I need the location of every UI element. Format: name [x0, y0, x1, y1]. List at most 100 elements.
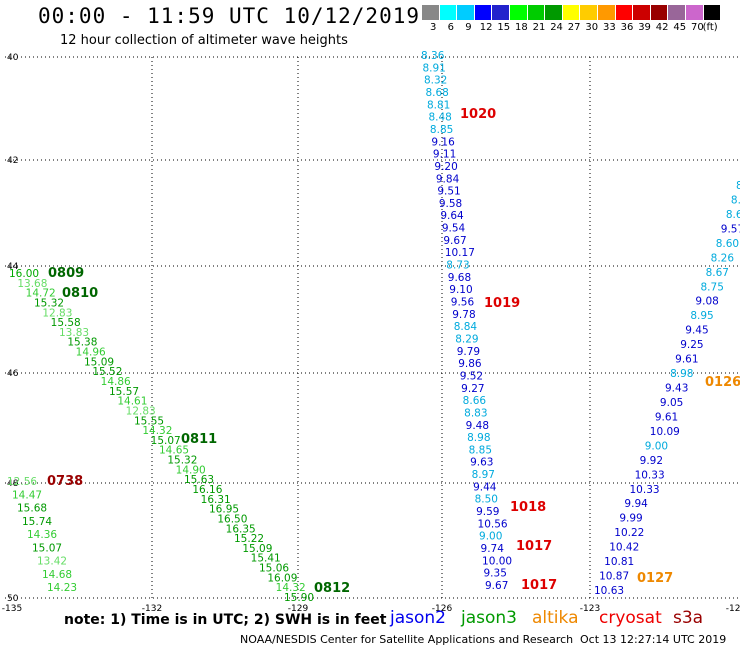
swh-value: 9.94	[624, 498, 648, 510]
swh-value: 9.92	[640, 455, 663, 467]
scale-label: (ft)	[702, 22, 718, 33]
time-label: 0126	[705, 375, 740, 390]
swh-value: 14.32	[142, 425, 172, 437]
swh-value: 8.97	[472, 469, 495, 481]
swh-value: 15.09	[242, 543, 272, 555]
scale-swatch	[685, 5, 704, 20]
swh-value: 8.91	[422, 62, 445, 74]
swh-value: 15.90	[284, 592, 314, 604]
swh-value: 9.43	[665, 383, 688, 395]
scale-swatch	[562, 5, 581, 20]
scale-swatch	[439, 5, 458, 20]
swh-value: 9.51	[437, 186, 460, 198]
swh-value: 9.11	[433, 149, 456, 161]
swh-value: 15.32	[167, 455, 197, 467]
swh-value: 9.56	[451, 297, 475, 309]
swh-value: 10.09	[650, 426, 680, 438]
swh-value: 9.61	[675, 354, 698, 366]
swh-value: 12.83	[42, 307, 72, 319]
swh-value: 8.83	[464, 407, 487, 419]
swh-value: 9.25	[680, 339, 703, 351]
swh-value: 9.78	[452, 309, 475, 321]
lon-tick-label: -129	[288, 604, 309, 614]
legend-item: jason2	[390, 608, 446, 628]
time-label: 0809	[48, 266, 84, 281]
swh-value: 14.61	[117, 396, 147, 408]
scale-swatch	[422, 5, 440, 20]
scale-label: 3	[430, 22, 437, 33]
swh-value: 9.27	[461, 383, 484, 395]
scale-swatch	[492, 5, 510, 20]
scale-swatch	[457, 5, 475, 20]
swh-value: 8.73	[446, 260, 469, 272]
scale-label: 42	[655, 22, 669, 33]
swh-value: 9.05	[660, 397, 683, 409]
swh-value: 15.63	[184, 474, 214, 486]
page-subtitle: 12 hour collection of altimeter wave hei…	[60, 33, 348, 48]
swh-value: 10.63	[594, 585, 624, 597]
swh-value: 9.20	[434, 161, 457, 173]
swh-value: 8.81	[427, 99, 450, 111]
time-label: 1017	[516, 539, 552, 554]
time-label: 1019	[484, 296, 520, 311]
swh-value: 8.50	[475, 494, 498, 506]
swh-value: 9.52	[460, 370, 483, 382]
credit-text: NOAA/NESDIS Center for Satellite Applica…	[240, 633, 574, 646]
lat-tick-label: 44	[7, 262, 19, 272]
lat-tick-label: 40	[7, 53, 19, 63]
scale-label: 70	[691, 22, 704, 33]
time-label: 0811	[181, 432, 217, 447]
legend-item: s3a	[673, 608, 704, 628]
scale-label: 33	[603, 22, 616, 33]
swh-value: 16.35	[226, 523, 256, 535]
legend-item: cryosat	[599, 608, 662, 628]
time-label: 1018	[510, 500, 546, 515]
swh-value: 8.98	[467, 432, 490, 444]
swh-value: 15.58	[51, 317, 81, 329]
scale-label: 6	[447, 22, 454, 33]
generated-timestamp: Oct 13 12:27:14 UTC 2019	[580, 633, 727, 646]
swh-value: 9.00	[645, 440, 668, 452]
swh-value: 10.17	[445, 247, 475, 259]
swh-value: 8.48	[428, 112, 451, 124]
swh-value: 14.65	[159, 445, 189, 457]
swh-value: 8.6	[726, 209, 740, 221]
swh-value: 9.00	[479, 531, 502, 543]
swh-value: 8.66	[463, 395, 487, 407]
swh-value: 8.95	[690, 310, 713, 322]
swh-value: 9.99	[619, 513, 642, 525]
swh-value: 15.07	[151, 435, 181, 447]
swh-value: 13.83	[59, 327, 89, 339]
swh-value: 14.32	[276, 582, 306, 594]
swh-value: 15.68	[17, 503, 47, 515]
swh-value: 8.68	[425, 87, 448, 99]
swh-value: 15.41	[251, 553, 281, 565]
scale-label: 39	[638, 22, 651, 33]
swh-value: 9.67	[443, 235, 466, 247]
time-label: 0738	[47, 474, 83, 489]
lat-tick-label: 48	[7, 479, 19, 489]
swh-value: 10.33	[635, 469, 665, 481]
swh-value: 16.09	[267, 572, 297, 584]
swh-value: 9.44	[473, 481, 497, 493]
scale-swatch	[703, 5, 722, 20]
swh-value: 9.08	[695, 296, 718, 308]
swh-value: 15.32	[34, 297, 64, 309]
swh-value: 8.26	[711, 252, 735, 264]
swh-value: 9.68	[448, 272, 471, 284]
lat-tick-label: 42	[7, 156, 18, 166]
swh-value: 16.95	[209, 504, 239, 516]
swh-value: 14.86	[101, 376, 131, 388]
lon-tick-label: -135	[2, 604, 22, 614]
swh-value: 12.56	[7, 476, 37, 488]
lat-tick-label: 50	[7, 594, 19, 604]
swh-value: 9.45	[685, 325, 708, 337]
swh-value: 8.98	[670, 368, 693, 380]
scale-swatch	[474, 5, 493, 20]
scale-swatch	[633, 5, 651, 20]
swh-value: 12.83	[126, 405, 156, 417]
swh-value: 9.63	[470, 457, 493, 469]
swh-value: 8.67	[706, 267, 729, 279]
swh-value: 8.29	[455, 333, 478, 345]
